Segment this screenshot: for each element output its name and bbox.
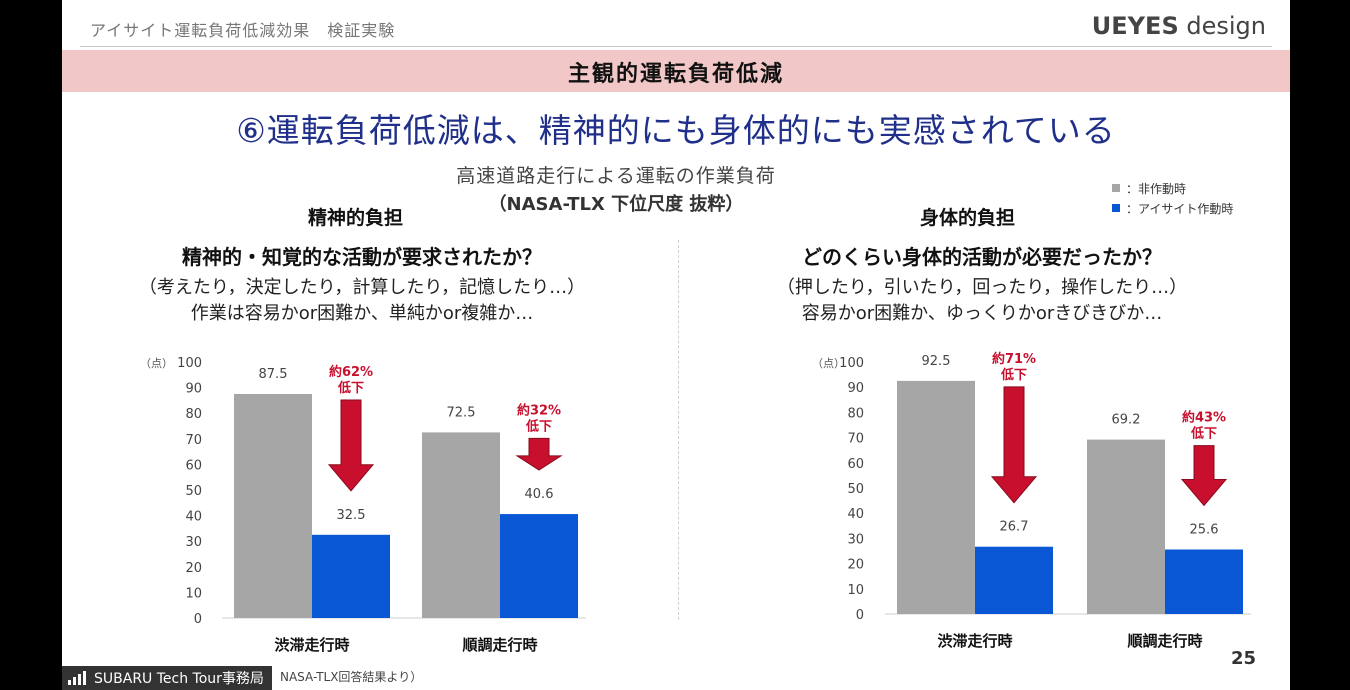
reduction-percent-label: 約43%	[1182, 410, 1226, 426]
legend-swatch-gray	[1112, 184, 1120, 192]
data-label: 72.5	[447, 405, 476, 420]
chart-physical-load: （点） 0 10 20 30 40 50 60 70 80 90 100 92.5 26.7 渋滞走行時 約7…	[812, 351, 1251, 650]
chart-legend: ：非作動時 ：アイサイト作動時	[1112, 178, 1233, 218]
section-banner-text: 主観的運転負荷低減	[567, 62, 784, 87]
legend-swatch-blue	[1112, 204, 1120, 212]
signal-bars-icon	[68, 671, 88, 685]
y-tick-label: 90	[847, 381, 864, 396]
legend-item-on: ：アイサイト作動時	[1112, 198, 1233, 218]
x-tick-label: 順調走行時	[1126, 632, 1202, 650]
bar-on	[312, 534, 390, 618]
panel-detail2-physical: 容易かor困難か、ゆっくりかorきびきびか…	[801, 303, 1163, 324]
panel-title-physical: 身体的負担	[920, 207, 1016, 229]
brand-logo-light: design	[1178, 12, 1266, 40]
y-tick-label: 100	[839, 356, 864, 371]
y-tick-label: 40	[847, 507, 864, 522]
bar-off	[1087, 439, 1165, 614]
channel-name: SUBARU Tech Tour事務局	[94, 671, 264, 687]
brand-logo: UEYES design	[1092, 12, 1266, 40]
panel-detail2-mental: 作業は容易かor困難か、単純かor複雑か…	[190, 303, 534, 324]
down-arrow-icon	[515, 437, 563, 471]
bar-on	[975, 546, 1053, 614]
reduction-label: 低下	[1190, 426, 1217, 442]
y-tick-label: 10	[185, 586, 202, 601]
bar-off	[897, 380, 975, 614]
data-label: 40.6	[525, 487, 554, 502]
down-arrow-icon	[990, 386, 1038, 504]
document-title: アイサイト運転負荷低減効果 検証実験	[90, 21, 396, 40]
y-tick-label: 70	[847, 432, 864, 447]
panel-question-mental: 精神的・知覚的な活動が要求されたか？	[182, 245, 542, 269]
data-label: 92.5	[922, 354, 951, 369]
y-tick-label: 90	[185, 382, 202, 397]
legend-label-off: ：非作動時	[1126, 181, 1187, 196]
y-tick-label: 50	[185, 484, 202, 499]
page-number: 25	[1230, 648, 1256, 669]
data-label: 69.2	[1112, 413, 1141, 428]
y-tick-label: 30	[185, 535, 202, 550]
reduction-label: 低下	[1000, 367, 1027, 383]
panel-detail1-physical: （押したり，引いたり，回ったり，操作したり…）	[776, 277, 1188, 298]
chart-mental-load: （点） 0 10 20 30 40 50 60 70 80 90 100 87.5 32.5 渋滞走行時 約6…	[140, 356, 586, 654]
brand-logo-strong: UEYES	[1091, 12, 1179, 40]
panel-detail1-mental: （考えたり，決定したり，計算したり，記憶したり…）	[138, 277, 586, 298]
y-tick-label: 20	[185, 561, 202, 576]
y-tick-label: 30	[847, 532, 864, 547]
reduction-percent-label: 約32%	[517, 402, 561, 418]
header-divider	[80, 46, 1272, 47]
chart-subtitle: 高速道路走行による運転の作業負荷	[456, 165, 776, 187]
reduction-label: 低下	[525, 418, 552, 434]
x-tick-label: 渋滞走行時	[937, 632, 1012, 650]
section-banner	[62, 50, 1290, 92]
slide-headline: ⑥運転負荷低減は、精神的にも身体的にも実感されている	[236, 111, 1116, 150]
y-tick-label: 40	[185, 510, 202, 525]
x-tick-label: 渋滞走行時	[274, 636, 349, 654]
data-label: 32.5	[337, 508, 366, 523]
data-label: 26.7	[1000, 520, 1029, 535]
y-tick-label: 0	[194, 612, 202, 627]
y-tick-label: 10	[847, 583, 864, 598]
panel-question-physical: どのくらい身体的活動が必要だったか？	[802, 245, 1162, 269]
slide: アイサイト運転負荷低減効果 検証実験 UEYES design 主観的運転負荷低…	[62, 0, 1290, 690]
data-label: 87.5	[259, 367, 288, 382]
legend-label-on: ：アイサイト作動時	[1126, 201, 1234, 216]
panel-divider	[678, 240, 679, 620]
chart-subtitle-scale: （NASA-TLX 下位尺度 抜粋）	[488, 194, 744, 215]
footnote: NASA-TLX回答結果より）	[280, 670, 423, 684]
y-tick-label: 60	[185, 458, 202, 473]
bar-off	[422, 432, 500, 618]
reduction-percent-label: 約71%	[992, 351, 1036, 367]
channel-badge: SUBARU Tech Tour事務局	[62, 666, 272, 690]
y-tick-label: 20	[847, 558, 864, 573]
y-tick-label: 0	[856, 608, 864, 623]
reduction-percent-label: 約62%	[329, 364, 373, 380]
down-arrow-icon	[1180, 445, 1228, 507]
y-tick-label: 70	[185, 433, 202, 448]
y-tick-label: 80	[185, 407, 202, 422]
x-tick-label: 順調走行時	[461, 636, 537, 654]
data-label: 25.6	[1190, 522, 1219, 537]
y-tick-label: 80	[847, 406, 864, 421]
y-tick-label: 50	[847, 482, 864, 497]
bar-off	[234, 394, 312, 618]
reduction-label: 低下	[337, 380, 364, 396]
bar-on	[1165, 549, 1243, 614]
y-axis-unit-label: （点）	[812, 357, 845, 370]
y-axis-unit-label: （点）	[140, 357, 173, 370]
bar-on	[500, 514, 578, 618]
panel-title-mental: 精神的負担	[308, 207, 404, 229]
y-tick-label: 60	[847, 457, 864, 472]
down-arrow-icon	[327, 399, 375, 492]
legend-item-off: ：非作動時	[1112, 178, 1233, 198]
y-tick-label: 100	[177, 356, 202, 371]
